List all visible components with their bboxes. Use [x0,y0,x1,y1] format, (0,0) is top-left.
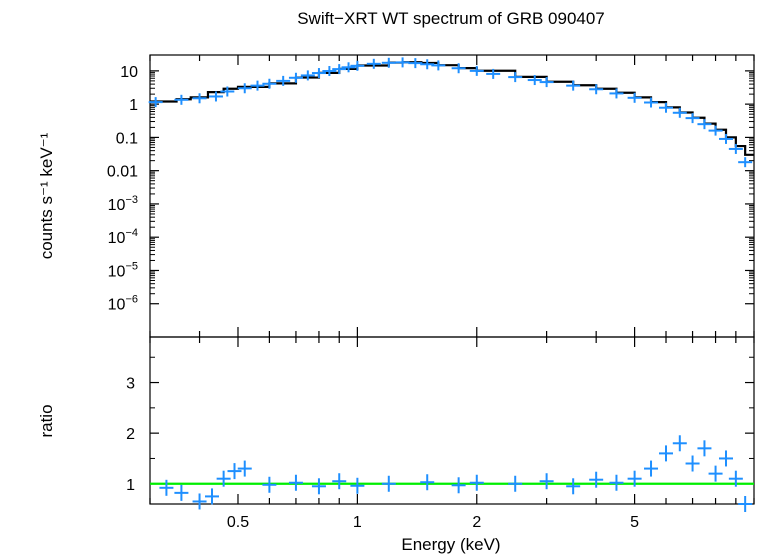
top-panel-frame [149,54,755,338]
x-tick-label: 2 [472,514,481,531]
top-y-tick-label: 0.1 [116,130,138,147]
spectrum-data-point [659,102,674,113]
ratio-data-point [332,473,347,490]
bottom-y-tick-label: 3 [126,376,135,393]
ratio-data-point [697,440,712,457]
ratio-data-point [381,475,396,492]
spectrum-data-point [408,58,423,69]
spectrum-data-point [431,60,446,71]
ratio-data-point [672,435,687,452]
chart-title: Swift−XRT WT spectrum of GRB 090407 [297,9,605,28]
top-y-tick-label: 10 [120,64,138,81]
top-y-tick-label: 1 [129,97,138,114]
ratio-data-point [566,478,581,495]
spectrum-data-point [609,88,624,99]
spectrum-data-point [685,113,700,124]
top-y-tick-label: 10−5 [108,260,138,280]
x-axis-label: Energy (keV) [401,535,500,554]
top-y-tick-label: 10−4 [108,227,138,247]
spectrum-data-point [300,70,315,81]
spectrum-data-point [420,59,435,70]
ratio-data-point [728,470,743,487]
spectrum-data-point [527,75,542,86]
top-panel-ticks: 10 1 0.1 0.01 10−3 10−4 10−5 10−6 [107,55,755,337]
ratio-data-point [311,478,326,495]
spectrum-data-point [566,80,581,91]
ratio-data-point [719,450,734,467]
ratio-data-point [174,484,189,501]
spectrum-data-point [311,68,326,79]
top-y-tick-label: 10−6 [108,294,138,314]
spectrum-data-point [322,66,337,77]
spectrum-data-point [644,97,659,108]
ratio-data-point [469,474,484,491]
ratio-data-point [262,476,277,493]
spectrum-data-point [288,72,303,83]
ratio-data-point [205,488,220,505]
ratio-data-point [192,493,207,510]
ratio-data-point [738,496,753,512]
top-y-tick-label: 10−3 [108,194,138,214]
spectrum-data-point [469,65,484,76]
ratio-data-point [216,470,231,487]
ratio-data-point [659,445,674,462]
spectrum-data-point [220,86,235,97]
ratio-data-point [159,479,174,496]
spectrum-data-point [627,92,642,103]
bottom-y-tick-label: 2 [126,426,135,443]
spectrum-data-point [539,77,554,88]
spectrum-data-point [148,97,163,108]
spectrum-data-point [395,57,410,68]
spectrum-data-point [350,60,365,71]
ratio-data-point [539,473,554,490]
ratio-data-point [609,474,624,491]
ratio-data-point [237,460,252,477]
ratio-data-point [708,465,723,482]
spectrum-data-point [276,75,291,86]
spectrum-data-point [250,80,265,91]
x-tick-label: 1 [353,514,362,531]
ratio-data-point [288,474,303,491]
spectrum-data-point [708,125,723,136]
spectrum-data-point [672,107,687,118]
spectrum-data-point [589,84,604,95]
ratio-data-point [644,460,659,477]
ratio-data-point [451,477,466,494]
x-tick-label: 5 [630,514,639,531]
ratio-data-point [589,471,604,488]
bottom-panel-frame [149,336,755,505]
spectrum-data-point [738,157,753,168]
bottom-y-tick-label: 1 [126,477,135,494]
spectrum-data-point [192,93,207,104]
ratio-data-point [227,463,242,480]
ratio-data-point [627,470,642,487]
spectrum-data-point [381,57,396,68]
top-y-axis-label: counts s⁻¹ keV⁻¹ [37,132,56,259]
ratio-data-point [350,477,365,494]
spectrum-data-point [341,62,356,73]
spectrum-data-point [366,58,381,69]
spectrum-data-series [148,57,753,168]
spectrum-data-point [451,63,466,74]
spectrum-data-point [486,68,501,79]
bottom-panel-ticks: 0.5 1 2 5 1 2 3 [126,337,755,531]
spectrum-data-point [508,72,523,83]
spectrum-data-point [174,94,189,105]
spectrum-data-point [332,64,347,75]
ratio-data-series [159,435,753,512]
spectrum-data-point [728,143,743,154]
top-y-tick-label: 0.01 [107,164,138,181]
x-tick-label: 0.5 [227,514,249,531]
ratio-data-point [685,455,700,472]
ratio-data-point [420,474,435,491]
spectrum-data-point [262,78,277,89]
bottom-y-axis-label: ratio [37,404,56,437]
spectrum-data-point [237,83,252,94]
spectrum-data-point [697,119,712,130]
spectrum-data-point [208,91,223,102]
spectrum-data-point [719,133,734,144]
ratio-data-point [508,475,523,492]
